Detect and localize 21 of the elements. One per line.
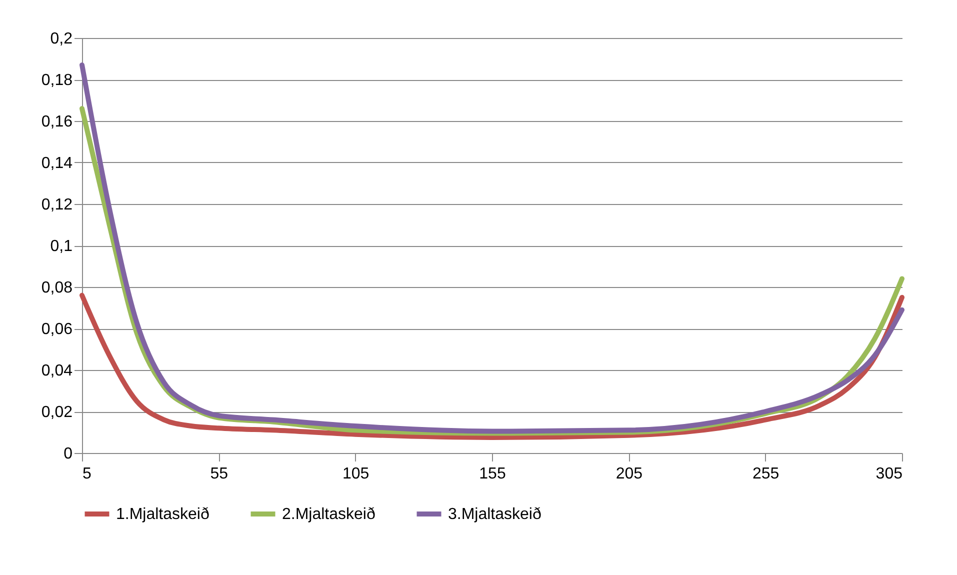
y-tick-label: 0,16: [41, 114, 73, 130]
x-tick-label: 255: [752, 466, 780, 482]
y-tick-label: 0,04: [41, 362, 73, 380]
y-tick-label: 0: [64, 446, 73, 462]
x-tick-label: 105: [342, 466, 370, 482]
y-tick-label: 0,1: [50, 238, 73, 255]
y-tick-label: 0,06: [41, 321, 73, 338]
y-tick-label: 0,14: [41, 155, 73, 172]
y-tick-label: 0,02: [41, 404, 73, 421]
y-tick-label: 0,2: [50, 30, 73, 48]
y-tick-label: 0,18: [41, 72, 73, 89]
x-tick-label: 155: [479, 466, 506, 482]
legend-label: 3.Mjaltaskeið: [448, 506, 542, 523]
x-tick-label: 5: [82, 466, 92, 482]
x-tick-label: 205: [616, 466, 643, 482]
legend-label: 1.Mjaltaskeið: [116, 506, 210, 523]
x-tick-label: 305: [876, 466, 903, 482]
y-tick-label: 0,08: [41, 280, 73, 296]
legend-label: 2.Mjaltaskeið: [282, 506, 376, 523]
x-tick-label: 55: [210, 466, 228, 482]
y-tick-label: 0,12: [41, 196, 73, 214]
